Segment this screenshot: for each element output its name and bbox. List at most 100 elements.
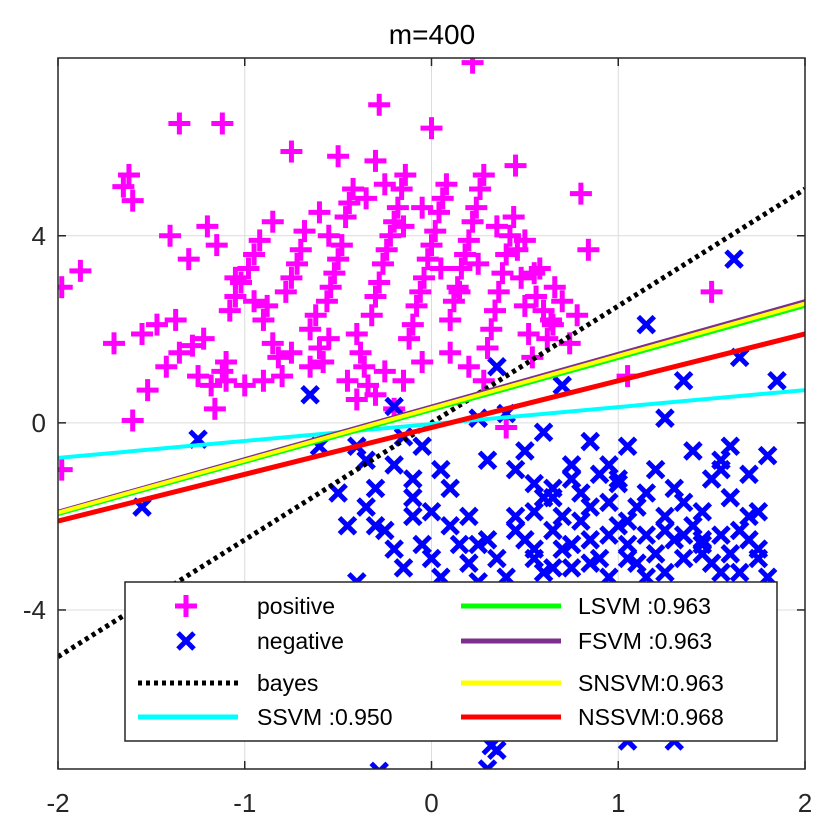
positive-point: [58, 276, 73, 299]
positive-point: [252, 369, 275, 392]
positive-point: [103, 332, 126, 355]
positive-point: [541, 313, 564, 336]
legend: positive negative bayes SSVM :0.950 LSVM :0.…: [124, 581, 778, 742]
positive-point: [386, 196, 409, 219]
positive-point: [398, 327, 421, 350]
positive-point: [243, 290, 266, 313]
positive-point: [69, 259, 92, 282]
positive-point: [427, 201, 450, 224]
positive-point: [164, 308, 187, 331]
positive-point: [58, 458, 73, 481]
positive-point: [523, 262, 546, 285]
negative-point: [300, 385, 320, 405]
positive-point: [513, 294, 536, 317]
positive-point: [261, 210, 284, 233]
negative-point: [748, 539, 769, 559]
positive-point: [439, 341, 462, 364]
positive-point: [566, 304, 589, 327]
negative-point: [524, 501, 544, 522]
positive-point: [327, 145, 350, 168]
positive-point: [510, 266, 533, 289]
positive-point: [401, 313, 424, 336]
positive-point: [435, 173, 458, 196]
negative-point: [356, 450, 376, 471]
negative-point: [580, 497, 601, 517]
negative-point: [459, 553, 479, 573]
negative-point: [692, 544, 713, 564]
legend-lsvm-label: LSVM :0.963: [578, 593, 711, 619]
positive-point: [457, 355, 480, 378]
negative-point: [552, 506, 572, 527]
negative-point: [655, 408, 675, 428]
positive-point: [308, 201, 331, 224]
positive-point: [136, 379, 159, 402]
negative-point: [459, 506, 479, 527]
positive-point: [392, 215, 415, 238]
positive-point: [498, 224, 521, 247]
negative-point: [720, 544, 741, 564]
positive-point: [495, 243, 518, 266]
positive-point: [364, 383, 387, 406]
positive-point: [448, 280, 471, 303]
positive-point: [364, 149, 387, 172]
negative-point: [571, 511, 591, 531]
negative-point: [449, 534, 470, 555]
legend-ssvm-label: SSVM :0.950: [257, 704, 393, 730]
positive-point: [450, 257, 473, 280]
positive-point: [267, 346, 290, 369]
positive-point: [416, 248, 439, 271]
negative-point: [561, 534, 582, 555]
negative-point: [552, 375, 572, 396]
legend-positive-marker: [175, 595, 197, 617]
negative-point: [524, 539, 544, 559]
negative-point: [617, 436, 638, 457]
negative-point: [384, 455, 404, 475]
negative-point: [729, 562, 750, 583]
negative-point: [645, 459, 666, 480]
chart-title: m=400: [389, 19, 475, 50]
negative-point: [729, 520, 750, 541]
negative-point: [543, 520, 563, 541]
positive-point: [121, 409, 144, 432]
y-tick-label: 0: [32, 408, 46, 438]
negative-point: [673, 525, 694, 545]
negative-point: [365, 515, 386, 536]
positive-point: [413, 266, 436, 289]
negative-point: [627, 497, 647, 517]
legend-fsvm-label: FSVM :0.963: [578, 628, 712, 654]
negative-point: [505, 520, 526, 541]
positive-point: [551, 290, 574, 313]
negative-point: [617, 511, 638, 531]
positive-point: [293, 220, 316, 243]
ssvm-line: [58, 388, 805, 460]
positive-point: [504, 154, 527, 177]
positive-point: [353, 355, 376, 378]
positive-point: [483, 299, 506, 322]
negative-point: [655, 562, 675, 583]
negative-point: [599, 525, 619, 545]
positive-point: [345, 322, 368, 345]
positive-point: [280, 140, 303, 163]
negative-point: [533, 487, 554, 508]
positive-point: [371, 252, 394, 275]
positive-point: [480, 318, 503, 341]
positive-point: [203, 397, 226, 420]
negative-point: [412, 436, 432, 457]
positive-point: [360, 304, 383, 327]
axis-ticks: -2 -1 0 1 2 4 0 -4: [23, 58, 812, 818]
positive-point: [121, 189, 144, 212]
negative-point: [599, 455, 619, 475]
positive-point: [491, 262, 514, 285]
positive-point: [237, 257, 260, 280]
positive-point: [345, 388, 368, 411]
negative-point: [468, 534, 488, 555]
negative-point: [487, 356, 507, 377]
x-tick-label: 1: [611, 788, 625, 818]
positive-point: [334, 206, 357, 229]
positive-point: [379, 224, 402, 247]
negative-point: [580, 530, 601, 550]
negative-point: [571, 483, 591, 503]
negative-point: [739, 464, 759, 485]
positive-point: [211, 112, 234, 135]
